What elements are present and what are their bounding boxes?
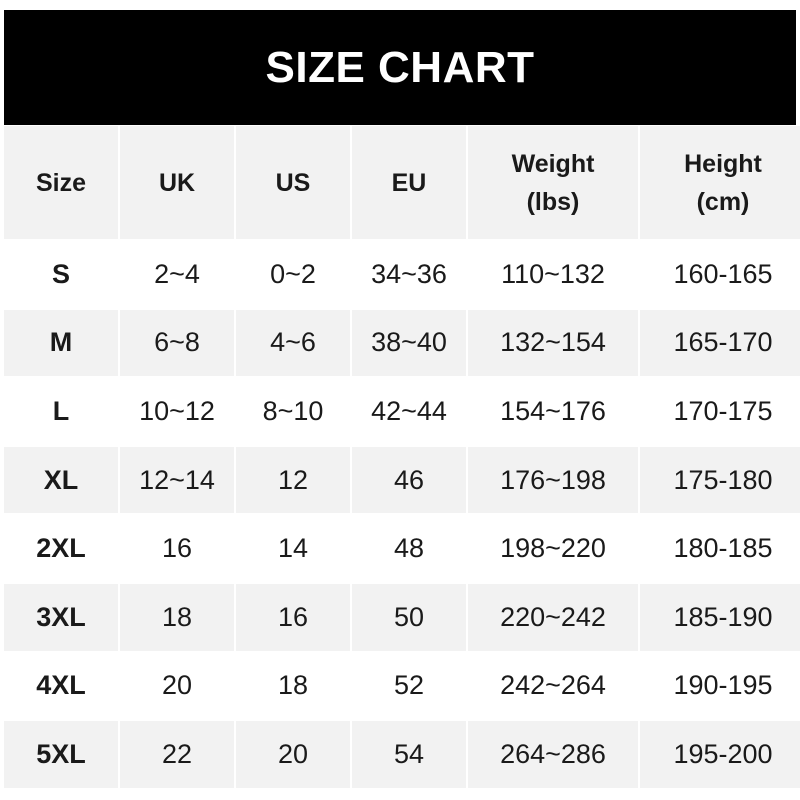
cell-size: XL xyxy=(4,446,118,516)
cell-us: 20 xyxy=(236,721,350,790)
cell-height: 180-185 xyxy=(640,515,800,584)
table-row: 4XL 20 18 52 242~264 190-195 xyxy=(4,652,800,722)
column-header-weight: Weight (lbs) xyxy=(468,126,638,241)
cell-us: 12 xyxy=(236,446,350,516)
cell-size: 4XL xyxy=(4,652,118,722)
cell-uk: 18 xyxy=(120,583,234,653)
column-header-uk: UK xyxy=(120,126,234,241)
size-chart-title: SIZE CHART xyxy=(4,10,796,125)
cell-uk: 22 xyxy=(120,721,234,790)
cell-us: 0~2 xyxy=(236,241,350,310)
cell-eu: 34~36 xyxy=(352,241,466,310)
cell-eu: 52 xyxy=(352,652,466,722)
table-row: 5XL 22 20 54 264~286 195-200 xyxy=(4,721,800,790)
cell-uk: 10~12 xyxy=(120,378,234,447)
cell-us: 4~6 xyxy=(236,309,350,379)
cell-uk: 2~4 xyxy=(120,241,234,310)
cell-size: S xyxy=(4,241,118,310)
table-row: 3XL 18 16 50 220~242 185-190 xyxy=(4,583,800,653)
cell-weight: 220~242 xyxy=(468,583,638,653)
table-row: M 6~8 4~6 38~40 132~154 165-170 xyxy=(4,309,800,379)
table-row: S 2~4 0~2 34~36 110~132 160-165 xyxy=(4,241,800,310)
cell-weight: 264~286 xyxy=(468,721,638,790)
cell-height: 190-195 xyxy=(640,652,800,722)
cell-weight: 132~154 xyxy=(468,309,638,379)
cell-eu: 50 xyxy=(352,583,466,653)
header-row: Size UK US EU Weight (lbs) Height (cm) xyxy=(4,126,800,241)
cell-height: 185-190 xyxy=(640,583,800,653)
column-header-us: US xyxy=(236,126,350,241)
cell-uk: 16 xyxy=(120,515,234,584)
cell-size: 3XL xyxy=(4,583,118,653)
cell-weight: 198~220 xyxy=(468,515,638,584)
cell-height: 160-165 xyxy=(640,241,800,310)
cell-height: 175-180 xyxy=(640,446,800,516)
cell-eu: 54 xyxy=(352,721,466,790)
table-row: L 10~12 8~10 42~44 154~176 170-175 xyxy=(4,378,800,447)
cell-uk: 20 xyxy=(120,652,234,722)
cell-eu: 38~40 xyxy=(352,309,466,379)
size-chart-table: Size UK US EU Weight (lbs) Height (cm) S 2~4 0~… xyxy=(2,126,800,790)
cell-us: 16 xyxy=(236,583,350,653)
table-row: 2XL 16 14 48 198~220 180-185 xyxy=(4,515,800,584)
column-header-size: Size xyxy=(4,126,118,241)
cell-eu: 46 xyxy=(352,446,466,516)
cell-uk: 12~14 xyxy=(120,446,234,516)
cell-height: 165-170 xyxy=(640,309,800,379)
column-header-height: Height (cm) xyxy=(640,126,800,241)
cell-us: 14 xyxy=(236,515,350,584)
cell-size: 2XL xyxy=(4,515,118,584)
cell-size: M xyxy=(4,309,118,379)
table-row: XL 12~14 12 46 176~198 175-180 xyxy=(4,446,800,516)
cell-height: 170-175 xyxy=(640,378,800,447)
cell-us: 18 xyxy=(236,652,350,722)
cell-weight: 110~132 xyxy=(468,241,638,310)
cell-weight: 242~264 xyxy=(468,652,638,722)
cell-height: 195-200 xyxy=(640,721,800,790)
cell-us: 8~10 xyxy=(236,378,350,447)
cell-eu: 42~44 xyxy=(352,378,466,447)
cell-uk: 6~8 xyxy=(120,309,234,379)
cell-weight: 176~198 xyxy=(468,446,638,516)
cell-weight: 154~176 xyxy=(468,378,638,447)
column-header-eu: EU xyxy=(352,126,466,241)
cell-eu: 48 xyxy=(352,515,466,584)
cell-size: L xyxy=(4,378,118,447)
cell-size: 5XL xyxy=(4,721,118,790)
